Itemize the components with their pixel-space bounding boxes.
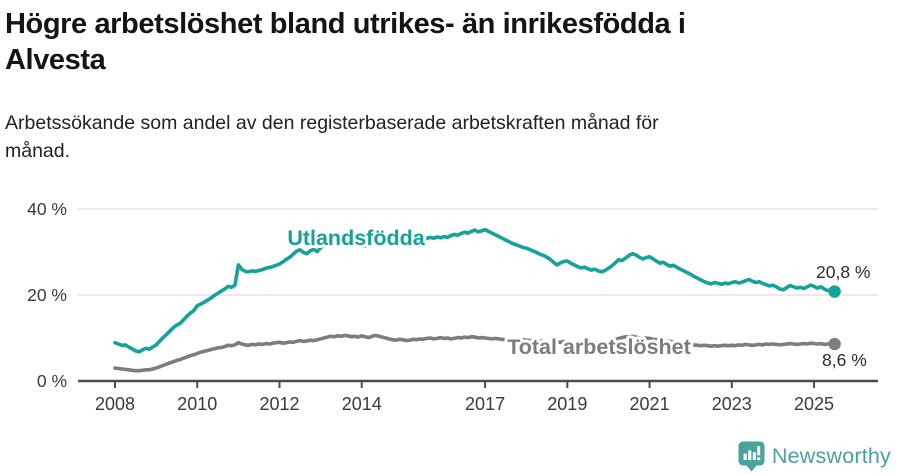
series-end-dot (828, 285, 841, 298)
title-line-1: Högre arbetslöshet bland utrikes- än inr… (5, 8, 686, 40)
y-axis-tick-label: 40 % (27, 199, 67, 219)
series-label: Total arbetslöshet (507, 335, 691, 359)
unemployment-line-chart-svg: 0 % 20 % 40 % 2008 2010 2012 2014 2017 2019 2021 2… (27, 199, 878, 414)
x-axis-tick-label: 2021 (630, 394, 670, 414)
series-label: Utlandsfödda (287, 226, 425, 250)
x-axis-tick-label: 2023 (712, 394, 752, 414)
title-line-2: Alvesta (5, 44, 106, 76)
y-axis-tick-label: 20 % (27, 285, 67, 305)
logo-exclamation-bar (757, 446, 761, 456)
x-axis-tick-label: 2019 (547, 394, 587, 414)
logo-exclamation-dot (757, 457, 761, 461)
brand-name: Newsworthy (771, 444, 891, 468)
y-axis-tick-label: 0 % (37, 371, 67, 391)
x-axis-tick-label: 2014 (342, 394, 382, 414)
x-axis-tick-label: 2025 (794, 394, 834, 414)
subtitle-line-2: månad. (5, 140, 71, 162)
x-axis-tick-label: 2010 (177, 394, 217, 414)
logo-bar-1 (743, 453, 747, 460)
series-end-value-label: 8,6 % (822, 350, 867, 370)
x-axis-tick-label: 2008 (95, 394, 135, 414)
chart-subtitle: Arbetssökande som andel av den registerb… (5, 109, 865, 165)
page-title: Högre arbetslöshet bland utrikes- än inr… (5, 6, 865, 78)
logo-bar-3 (752, 452, 756, 460)
chart-header: Högre arbetslöshet bland utrikes- än inr… (5, 6, 865, 165)
series-end-value-label: 20,8 % (816, 262, 870, 282)
logo-bar-2 (748, 450, 752, 460)
series-line-total (113, 333, 837, 373)
x-axis-tick-label: 2017 (465, 394, 505, 414)
series-end-dot (828, 337, 841, 351)
subtitle-line-1: Arbetssökande som andel av den registerb… (5, 112, 659, 134)
newsworthy-brand[interactable]: Newsworthy (738, 441, 891, 472)
line-chart: 0 % 20 % 40 % 2008 2010 2012 2014 2017 2019 2021 2… (0, 188, 900, 434)
newsworthy-logo-icon (738, 441, 765, 472)
x-axis-tick-label: 2012 (259, 394, 299, 414)
series-line-utlandsfodda (113, 227, 837, 354)
